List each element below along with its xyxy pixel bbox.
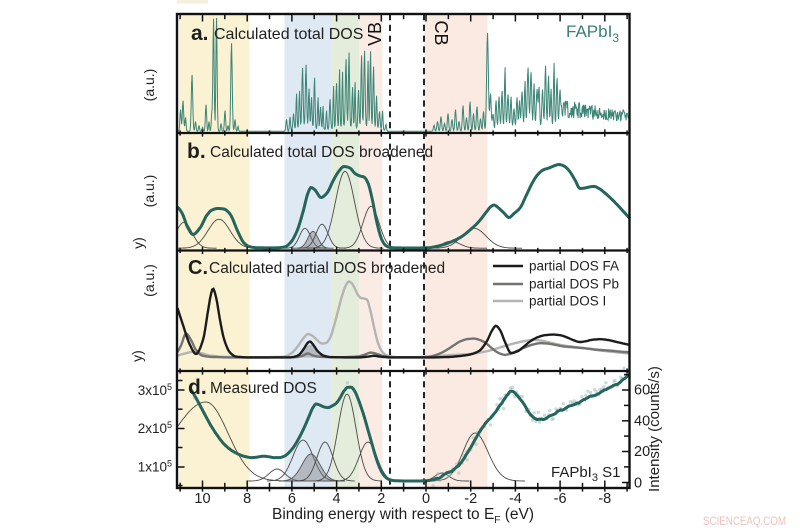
svg-text:0: 0 [422, 491, 430, 507]
svg-text:4: 4 [333, 491, 341, 507]
svg-text:6: 6 [288, 491, 296, 507]
svg-text:SCIENCEAQ.COM: SCIENCEAQ.COM [703, 514, 786, 528]
svg-text:-8: -8 [598, 491, 611, 507]
svg-text:CB: CB [431, 20, 451, 45]
svg-text:Calculated partial DOS broaden: Calculated partial DOS broadened [209, 260, 445, 277]
svg-text:C.: C. [188, 257, 208, 279]
svg-text:VB: VB [365, 22, 385, 46]
svg-text:partial DOS I: partial DOS I [529, 294, 606, 309]
svg-text:20: 20 [634, 444, 650, 460]
svg-text:(a.u.): (a.u.) [141, 175, 157, 208]
svg-text:y): y) [129, 350, 145, 362]
svg-text:2: 2 [377, 491, 385, 507]
svg-text:40: 40 [634, 414, 650, 430]
svg-text:(a.u.): (a.u.) [141, 69, 157, 102]
svg-text:y): y) [130, 237, 146, 249]
svg-text:FAPbI3 S1: FAPbI3 S1 [551, 464, 621, 484]
svg-text:-6: -6 [554, 491, 567, 507]
svg-text:-4: -4 [509, 491, 522, 507]
svg-text:partial DOS Pb: partial DOS Pb [529, 277, 619, 292]
svg-text:Measured DOS: Measured DOS [210, 380, 317, 397]
svg-text:2x105: 2x105 [138, 420, 172, 436]
svg-text:(a.u.): (a.u.) [141, 264, 157, 297]
svg-text:b.: b. [187, 140, 206, 163]
svg-text:Intensity (counts/s): Intensity (counts/s) [646, 366, 663, 492]
svg-text:Binding energy with respect to: Binding energy with respect to EF (eV) [272, 506, 534, 526]
svg-text:d.: d. [188, 376, 207, 399]
svg-text:1x105: 1x105 [138, 459, 172, 475]
svg-text:10: 10 [194, 491, 210, 507]
svg-text:a.: a. [191, 22, 209, 45]
svg-text:3x105: 3x105 [138, 382, 172, 398]
svg-text:Calculated total DOS: Calculated total DOS [214, 26, 363, 43]
svg-text:60: 60 [634, 383, 650, 399]
svg-text:partial DOS FA: partial DOS FA [529, 259, 619, 274]
svg-text:FAPbI3: FAPbI3 [566, 22, 619, 45]
svg-text:0: 0 [634, 476, 642, 492]
svg-text:-2: -2 [464, 491, 477, 507]
svg-text:Calculated total DOS broadened: Calculated total DOS broadened [210, 144, 433, 161]
svg-text:8: 8 [243, 491, 251, 507]
